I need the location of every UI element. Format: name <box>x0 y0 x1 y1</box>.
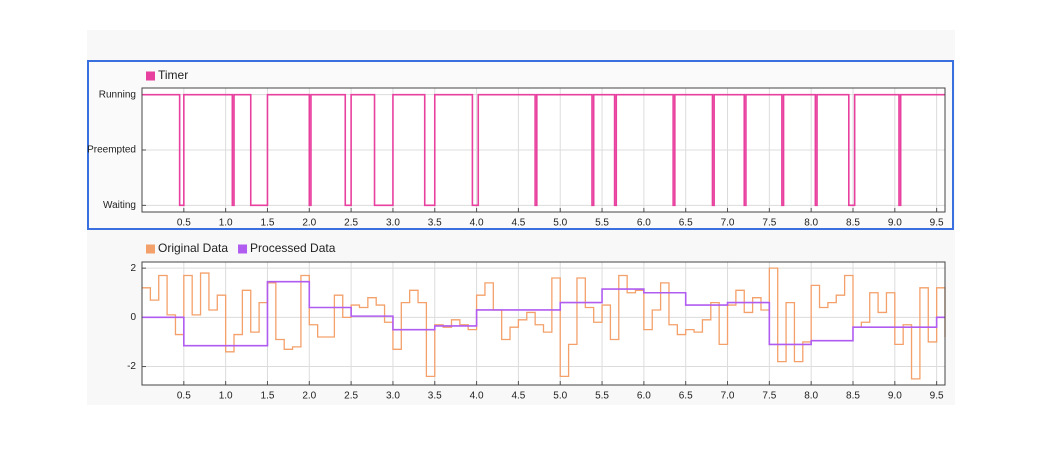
x-tick-label: 8.5 <box>846 391 860 402</box>
legend-swatch <box>238 244 248 254</box>
axes-frame <box>141 87 946 213</box>
legend-label: Original Data <box>158 241 228 255</box>
x-tick-label: 9.0 <box>888 218 902 229</box>
legend-label: Processed Data <box>250 241 336 255</box>
x-tick-label: 8.0 <box>804 218 818 229</box>
x-tick-label: 4.5 <box>511 218 525 229</box>
x-tick-label: 2.0 <box>302 218 316 229</box>
x-tick-label: 1.5 <box>261 218 275 229</box>
x-tick-label: 0.5 <box>177 391 191 402</box>
legend-swatch <box>146 71 155 81</box>
axes-frame <box>141 261 946 386</box>
x-tick-label: 5.5 <box>595 218 609 229</box>
series-line <box>142 93 945 207</box>
x-tick-label: 6.5 <box>679 391 693 402</box>
x-tick-label: 4.0 <box>470 218 484 229</box>
y-tick-label: -2 <box>127 361 136 372</box>
x-tick-label: 2.0 <box>302 391 316 402</box>
x-tick-label: 7.5 <box>762 391 776 402</box>
x-tick-label: 9.5 <box>930 218 944 229</box>
x-tick-label: 8.5 <box>846 218 860 229</box>
x-tick-label: 2.5 <box>344 218 358 229</box>
x-tick-label: 3.0 <box>386 218 400 229</box>
x-tick-label: 5.0 <box>553 391 567 402</box>
x-tick-label: 1.5 <box>261 391 275 402</box>
legend-label: Timer <box>158 68 188 82</box>
x-tick-label: 9.5 <box>930 391 944 402</box>
x-tick-label: 1.0 <box>219 391 233 402</box>
x-tick-label: 7.5 <box>762 218 776 229</box>
x-tick-label: 3.0 <box>386 391 400 402</box>
x-tick-label: 6.0 <box>637 391 651 402</box>
x-tick-label: 7.0 <box>721 218 735 229</box>
x-tick-label: 2.5 <box>344 391 358 402</box>
x-tick-label: 6.0 <box>637 218 651 229</box>
series-line <box>142 280 945 347</box>
x-tick-label: 0.5 <box>177 218 191 229</box>
x-tick-label: 9.0 <box>888 391 902 402</box>
x-tick-label: 7.0 <box>721 391 735 402</box>
y-tick-label: Preempted <box>87 145 136 156</box>
x-tick-label: 8.0 <box>804 391 818 402</box>
y-tick-label: 0 <box>130 312 136 323</box>
series-line <box>142 267 946 380</box>
x-tick-label: 4.0 <box>470 391 484 402</box>
x-tick-label: 4.5 <box>511 391 525 402</box>
x-tick-label: 3.5 <box>428 218 442 229</box>
legend-swatch <box>146 244 155 254</box>
x-tick-label: 5.5 <box>595 391 609 402</box>
y-tick-label: Waiting <box>103 200 136 211</box>
x-tick-label: 6.5 <box>679 218 693 229</box>
y-tick-label: 2 <box>130 263 136 274</box>
x-tick-label: 3.5 <box>428 391 442 402</box>
x-tick-label: 1.0 <box>219 218 233 229</box>
y-tick-label: Running <box>99 89 136 100</box>
x-tick-label: 5.0 <box>553 218 567 229</box>
